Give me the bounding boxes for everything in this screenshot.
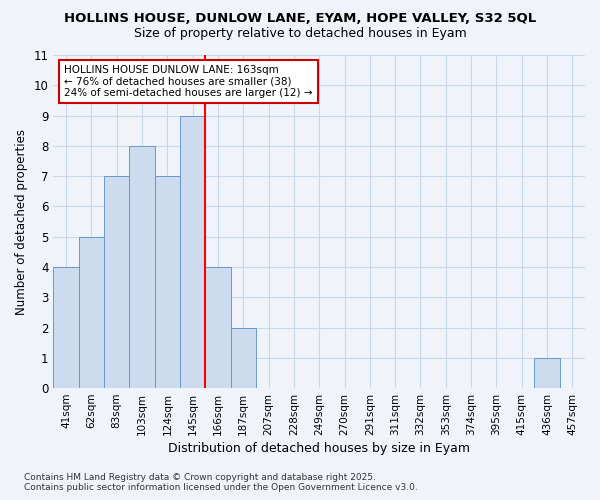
Bar	[104, 176, 130, 388]
Bar	[130, 146, 155, 388]
Bar	[205, 267, 230, 388]
Text: HOLLINS HOUSE, DUNLOW LANE, EYAM, HOPE VALLEY, S32 5QL: HOLLINS HOUSE, DUNLOW LANE, EYAM, HOPE V…	[64, 12, 536, 26]
Bar	[535, 358, 560, 388]
Bar	[79, 236, 104, 388]
Bar	[53, 267, 79, 388]
Bar	[180, 116, 205, 388]
X-axis label: Distribution of detached houses by size in Eyam: Distribution of detached houses by size …	[168, 442, 470, 455]
Text: HOLLINS HOUSE DUNLOW LANE: 163sqm
← 76% of detached houses are smaller (38)
24% : HOLLINS HOUSE DUNLOW LANE: 163sqm ← 76% …	[64, 65, 313, 98]
Bar	[155, 176, 180, 388]
Bar	[230, 328, 256, 388]
Text: Contains HM Land Registry data © Crown copyright and database right 2025.
Contai: Contains HM Land Registry data © Crown c…	[24, 473, 418, 492]
Y-axis label: Number of detached properties: Number of detached properties	[15, 128, 28, 314]
Text: Size of property relative to detached houses in Eyam: Size of property relative to detached ho…	[134, 28, 466, 40]
